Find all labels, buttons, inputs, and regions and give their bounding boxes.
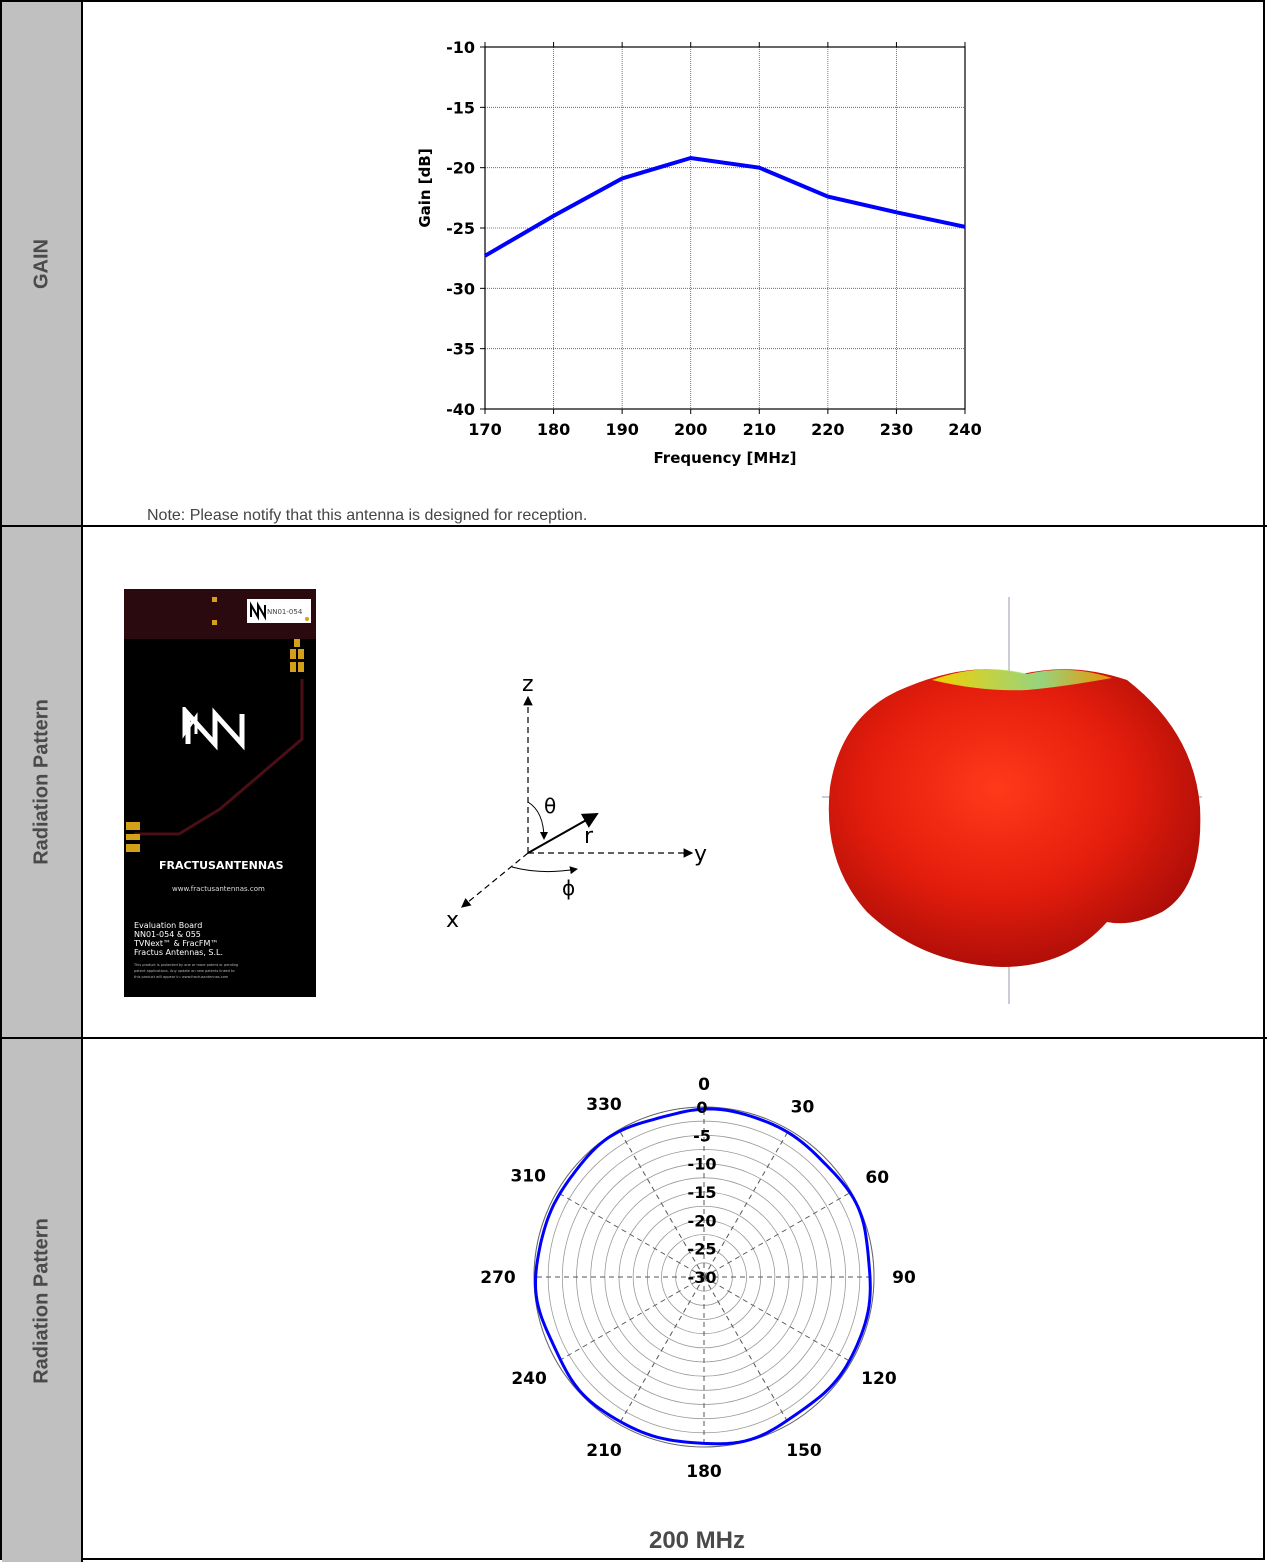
polar-row-header: Radiation Pattern [2, 1039, 83, 1562]
polar-angle-label: 60 [865, 1168, 889, 1188]
r-vector [527, 813, 599, 854]
x-tick-label: 230 [880, 420, 913, 439]
polar-angle-label: 90 [892, 1268, 916, 1288]
phi-label: ϕ [562, 876, 575, 900]
polar-angle-label: 270 [480, 1268, 516, 1288]
y-tick-label: -15 [446, 98, 475, 117]
theta-label: θ [544, 794, 556, 818]
x-tick-label: 220 [811, 420, 844, 439]
row-divider [2, 1037, 1267, 1039]
board-line-3: TVNext™ & FracFM™ [133, 939, 218, 948]
y-tick-label: -40 [446, 400, 475, 419]
board-fine-print-3: this product will appear in: www.fractus… [134, 975, 229, 979]
polar-grid-circle [632, 1205, 776, 1349]
phi-arc [511, 866, 578, 875]
polar-angle-label: 120 [861, 1369, 897, 1389]
z-label: z [522, 672, 534, 697]
board-url: www.fractusantennas.com [172, 885, 265, 893]
polar-radial-label: -25 [688, 1240, 717, 1259]
polar-radial-label: -5 [693, 1126, 711, 1145]
pattern3d-row: Radiation Pattern NN01-054 [2, 527, 1267, 1037]
theta-arc [527, 801, 548, 840]
x-tick-label: 200 [674, 420, 707, 439]
x-tick-label: 190 [605, 420, 638, 439]
polar-grid-circle [590, 1163, 818, 1391]
board-fine-print-1: This product is protected by one or more… [133, 963, 238, 967]
x-tick-label: 210 [743, 420, 776, 439]
board-line-4: Fractus Antennas, S.L. [134, 948, 223, 957]
polar-spoke [703, 1191, 852, 1278]
gain-row-header: GAIN [2, 2, 83, 525]
polar-radial-label: -15 [688, 1183, 717, 1202]
x-tick-label: 180 [537, 420, 570, 439]
x-axis [461, 852, 529, 908]
r-label: r [584, 824, 594, 849]
polar-spoke [556, 1276, 705, 1363]
polar-angle-label: 310 [510, 1167, 546, 1187]
pattern-lobe [828, 669, 1201, 967]
reception-note: Note: Please notify that this antenna is… [147, 507, 588, 524]
polar-angle-label: 0 [698, 1075, 710, 1095]
board-part-badge: NN01-054 [267, 608, 303, 616]
y-tick-label: -20 [446, 159, 475, 178]
polar-outer-ring [533, 1106, 875, 1448]
polar-spoke [703, 1129, 790, 1278]
polar-radial-label: -20 [688, 1211, 717, 1230]
y-label: y [694, 842, 707, 867]
y-axis-title: Gain [dB] [416, 148, 434, 227]
polar-grid-circle [561, 1134, 847, 1420]
polar-chart: 0 30 60 90 120 150 180 210 240 270 310 330 0 -5 -10 -15… [480, 1075, 916, 1482]
board-logo-text: FRACTUSANTENNAS [159, 859, 284, 872]
board-logo-nn [185, 707, 245, 751]
polar-spoke [703, 1276, 852, 1363]
polar-pattern-curve [533, 1107, 872, 1446]
y-tick-label: -25 [446, 219, 475, 238]
gain-chart: 170 180 190 200 210 220 230 240 -10 -15 -20 -25 -30 -… [416, 38, 982, 467]
x-tick-label: 240 [948, 420, 981, 439]
gain-row: GAIN 170 180 190 200 210 220 230 240 -10 -15 -20 -2… [2, 2, 1267, 525]
polar-spoke [556, 1191, 705, 1278]
polar-angle-label: 180 [686, 1462, 722, 1482]
plot-frame [484, 46, 966, 410]
polar-angle-label: 150 [786, 1441, 822, 1461]
polar-frequency-caption: 200 MHz [648, 1527, 746, 1554]
polar-row-label: Radiation Pattern [30, 1217, 53, 1384]
y-tick-label: -35 [446, 340, 475, 359]
polar-radial-label: -10 [688, 1155, 717, 1174]
x-tick-label: 170 [468, 420, 501, 439]
polar-angle-label: 330 [586, 1095, 622, 1115]
row-divider [2, 525, 1267, 527]
polar-angle-label: 210 [586, 1441, 622, 1461]
polar-angle-label: 30 [791, 1097, 815, 1117]
polar-spoke [618, 1129, 705, 1278]
gain-row-label: GAIN [30, 238, 53, 289]
polar-angle-label: 240 [511, 1369, 547, 1389]
polar-radial-label: 0 [696, 1098, 707, 1117]
gain-series-line [483, 155, 966, 258]
x-label: x [446, 908, 459, 933]
polar-grid-circle [661, 1234, 747, 1320]
board-fine-print-2: patent applications. Any update on new p… [134, 969, 235, 973]
polar-spoke [618, 1276, 705, 1425]
pattern3d-row-label: Radiation Pattern [30, 699, 53, 865]
board-line-2: NN01-054 & 055 [134, 930, 201, 939]
board-line-1: Evaluation Board [134, 921, 202, 930]
radiation-pattern-3d [822, 597, 1202, 1004]
polar-grid-circle [689, 1262, 719, 1292]
pattern3d-row-header: Radiation Pattern [2, 527, 83, 1037]
polar-row: Radiation Pattern [2, 1039, 1267, 1562]
polar-spoke [703, 1276, 790, 1425]
polar-radial-label: -30 [688, 1268, 717, 1287]
y-tick-label: -10 [446, 38, 475, 57]
evaluation-board-image: NN01-054 FRACTUSANTENNAS www.fractusante… [124, 589, 316, 997]
x-axis-title: Frequency [MHz] [654, 449, 797, 467]
y-tick-label: -30 [446, 279, 475, 298]
spherical-coordinates-diagram: z y x r θ ϕ [446, 672, 707, 933]
